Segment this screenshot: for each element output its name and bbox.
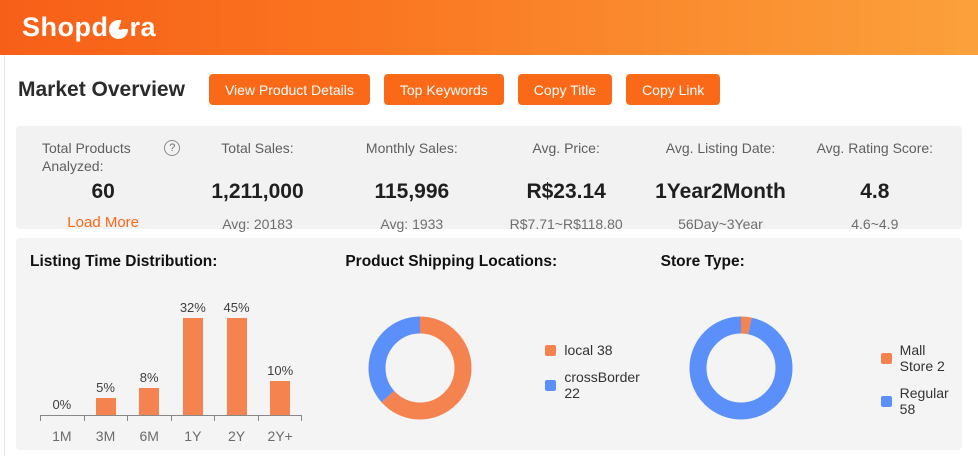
chart-title: Product Shipping Locations: [345,253,558,270]
legend-item[interactable]: Regular 58 [880,385,962,417]
bar-value-label: 5% [96,380,115,395]
axis-tick [257,416,259,421]
legend-item[interactable]: local 38 [545,342,646,358]
stat-sub-value: R$7.71~R$118.80 [509,216,623,232]
legend-swatch [545,344,557,356]
stat-card-avg-rating: Avg. Rating Score: 4.8 4.6~4.9 [798,139,952,232]
donut-segment-regular [689,316,793,420]
x-axis-tick-label: 3M [95,428,116,444]
bar [182,318,203,415]
bar [270,381,291,415]
bar-value-label: 8% [139,370,159,385]
x-axis-ticks [40,416,302,421]
stat-sub-value: 4.6~4.9 [851,216,899,232]
bar [226,318,247,415]
store-type-chart: Store Type: Mall Store 2 Regular 58 [647,238,962,450]
bar-value-label: 10% [267,363,294,378]
page-title: Market Overview [18,77,185,101]
legend-item[interactable]: Mall Store 2 [880,342,962,374]
copy-title-button[interactable]: Copy Title [517,74,613,105]
stat-value: 1,211,000 [211,180,304,203]
legend-label: local 38 [564,342,613,358]
charts-panel: Listing Time Distribution: 0% 5% 8% 32% 45% 1… [16,238,962,450]
window-edge-line [4,55,5,456]
x-axis-tick-label: 2Y [227,428,246,444]
bar [139,388,160,415]
store-type-legend: Mall Store 2 Regular 58 [880,342,962,417]
bar-value-label: 32% [179,300,206,315]
load-more-link[interactable]: Load More [67,214,140,231]
bar-value-label: 0% [52,397,72,412]
stat-value: R$23.14 [526,180,606,203]
legend-label: Mall Store 2 [899,342,945,374]
legend-swatch [545,379,557,391]
stat-card-total-sales: Total Sales: 1,211,000 Avg: 20183 [180,139,334,232]
view-product-details-button[interactable]: View Product Details [208,74,370,105]
stat-card-avg-listing-date: Avg. Listing Date: 1Year2Month 56Day~3Ye… [643,139,797,232]
listing-time-distribution-chart: Listing Time Distribution: 0% 5% 8% 32% 45% 1… [16,238,331,450]
chart-title: Listing Time Distribution: [30,253,218,270]
x-axis-labels: 1M 3M 6M 1Y 2Y 2Y+ [40,428,302,444]
toolbar: Market Overview View Product Details Top… [18,74,734,105]
stats-panel: Total Products Analyzed: ? 60 Load More … [16,126,962,232]
listing-bar-area: 0% 5% 8% 32% 45% 10% 1M 3M 6M 1Y 2Y 2Y+ [40,298,302,444]
stat-value: 4.8 [860,180,890,203]
logo-text-part1: Shopd [22,12,109,42]
legend-label: crossBorder 22 [564,369,640,401]
pie-chart-logo-icon [109,19,129,39]
shipping-donut-chart [368,316,472,420]
x-axis-tick-label: 1M [52,428,72,444]
bar-slot: 0% [40,397,84,415]
shopdora-logo[interactable]: Shopd ra [22,12,156,43]
shipping-legend: local 38 crossBorder 22 [545,342,646,401]
app-header: Shopd ra [0,0,978,55]
axis-tick [214,416,215,421]
stat-label: Total Sales: [221,140,294,156]
legend-item[interactable]: crossBorder 22 [545,369,646,401]
axis-tick [127,416,128,421]
bar-slot: 32% [171,300,215,415]
axis-tick [301,416,302,421]
store-type-donut-chart [689,316,793,420]
stat-value: 60 [91,180,115,203]
stat-label: Avg. Listing Date: [665,140,776,156]
chart-title: Store Type: [660,253,745,270]
top-keywords-button[interactable]: Top Keywords [383,74,504,105]
x-axis-tick-label: 6M [139,428,159,444]
bar-slot: 45% [215,300,259,415]
stat-label: Avg. Rating Score: [816,140,934,156]
legend-swatch [880,395,892,407]
bar-slot: 5% [84,380,128,415]
bar-slot: 8% [127,370,171,415]
stat-sub-value: Avg: 20183 [222,216,293,232]
product-shipping-locations-chart: Product Shipping Locations: local 38 cros… [331,238,646,450]
axis-tick [40,416,41,421]
bar [95,398,116,415]
x-axis-tick-label: 2Y+ [267,428,293,444]
stat-card-total-products: Total Products Analyzed: ? 60 Load More [26,139,181,231]
stat-label: Monthly Sales: [365,140,458,156]
listing-bar-plot: 0% 5% 8% 32% 45% 10% [40,298,302,416]
stat-sub-value: Avg: 1933 [380,216,444,232]
bar-value-label: 45% [223,300,250,315]
stat-card-monthly-sales: Monthly Sales: 115,996 Avg: 1933 [335,139,489,232]
legend-label: Regular 58 [899,385,949,417]
bar-slot: 10% [258,363,302,415]
donut-segment-crossborder [368,316,472,420]
copy-link-button[interactable]: Copy Link [626,74,721,105]
legend-swatch [880,352,892,364]
stat-value: 115,996 [374,180,450,203]
logo-text-part2: ra [129,12,157,42]
help-icon[interactable]: ? [164,140,181,156]
stat-value: 1Year2Month [655,180,786,203]
stat-sub-value: 56Day~3Year [678,216,763,232]
x-axis-tick-label: 1Y [184,428,202,444]
axis-tick [170,416,172,421]
stat-card-avg-price: Avg. Price: R$23.14 R$7.71~R$118.80 [489,139,643,232]
axis-tick [83,416,85,421]
stat-label: Avg. Price: [532,140,600,156]
stat-label: Total Products Analyzed: [42,140,131,175]
